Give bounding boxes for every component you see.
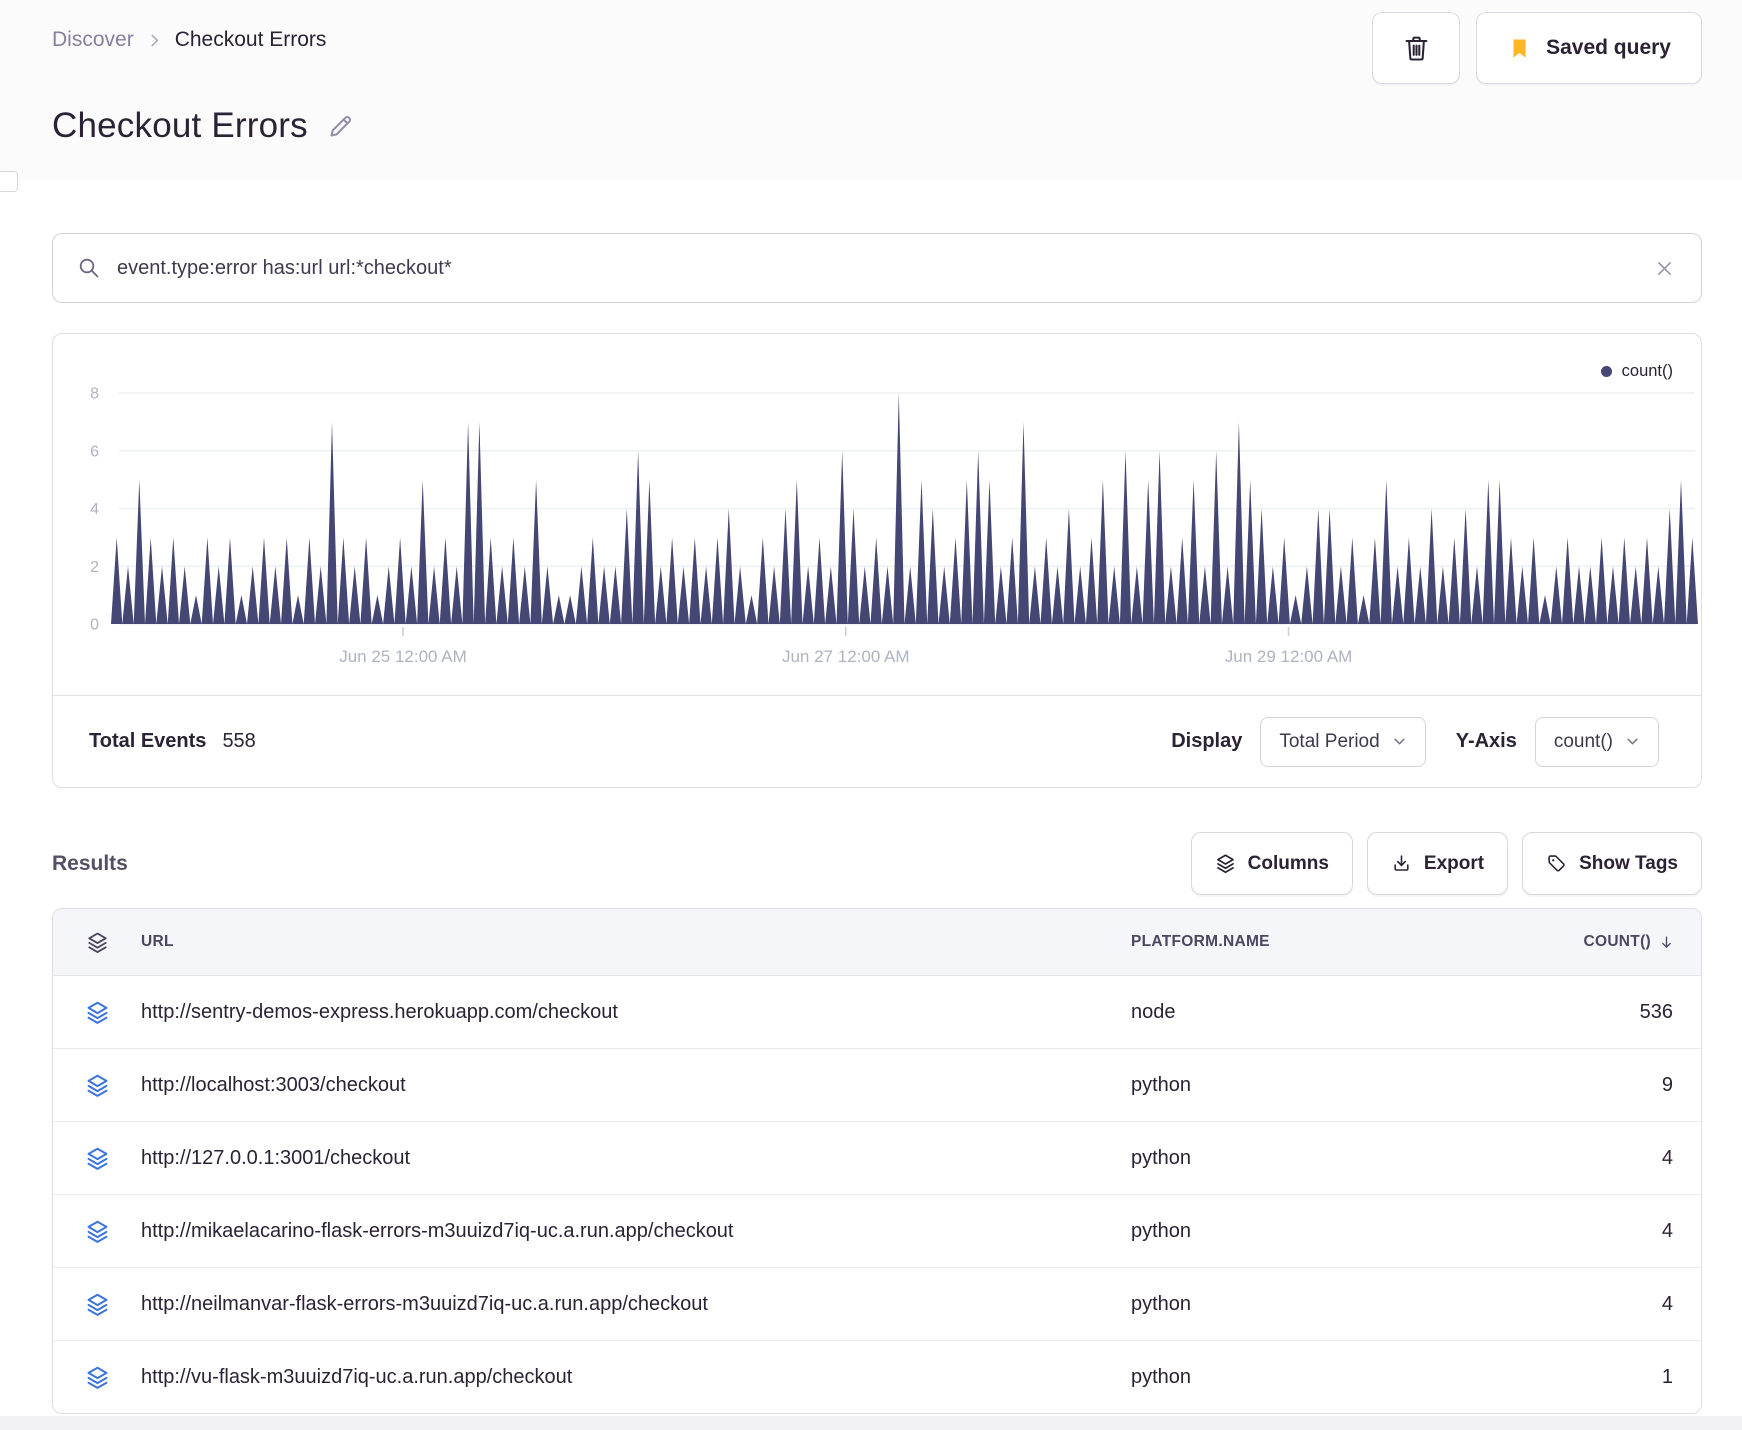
row-url[interactable]: http://localhost:3003/checkout [141, 1073, 406, 1096]
chart-controls: Display Total Period Y-Axis count() [1171, 716, 1671, 767]
show-tags-button[interactable]: Show Tags [1522, 832, 1702, 895]
column-header-platform[interactable]: PLATFORM.NAME [1131, 933, 1270, 950]
page-header: Discover Checkout Errors Saved query Che… [0, 0, 1742, 180]
y-axis-label: Y-Axis [1455, 730, 1517, 752]
saved-query-button[interactable]: Saved query [1476, 12, 1702, 84]
svg-text:4: 4 [90, 501, 99, 518]
row-url[interactable]: http://mikaelacarino-flask-errors-m3uuiz… [141, 1219, 734, 1242]
total-events-value: 558 [222, 730, 256, 752]
display-select-value: Total Period [1279, 730, 1380, 752]
bookmark-icon [1507, 36, 1532, 61]
search-bar: event.type:error has:url url:*checkout* [52, 233, 1702, 303]
chevron-right-icon [146, 32, 163, 49]
row-count[interactable]: 1 [1661, 1365, 1673, 1388]
columns-button[interactable]: Columns [1190, 832, 1353, 895]
row-url[interactable]: http://neilmanvar-flask-errors-m3uuizd7i… [141, 1292, 708, 1315]
y-axis-select-value: count() [1553, 730, 1613, 752]
column-header-count-label: COUNT() [1583, 933, 1651, 950]
row-platform[interactable]: python [1131, 1073, 1192, 1096]
header-actions: Saved query [1372, 12, 1702, 84]
breadcrumb-discover-link[interactable]: Discover [52, 28, 134, 51]
show-tags-button-label: Show Tags [1579, 852, 1678, 874]
y-axis-select[interactable]: count() [1534, 716, 1659, 767]
breadcrumb-current: Checkout Errors [174, 28, 327, 51]
export-button-label: Export [1423, 852, 1485, 874]
table-row: http://localhost:3003/checkout python 9 [53, 1049, 1701, 1122]
svg-text:Jun 29 12:00 AM: Jun 29 12:00 AM [1225, 647, 1353, 666]
stack-icon [53, 931, 141, 954]
export-button[interactable]: Export [1366, 832, 1509, 895]
chart-card: count() 0 2 4 6 8 Jun 25 12:00 AM Jun 27 12:00… [52, 333, 1702, 788]
table-row: http://mikaelacarino-flask-errors-m3uuiz… [53, 1195, 1701, 1268]
chevron-down-icon [1392, 734, 1407, 749]
total-events: Total Events 558 [89, 730, 256, 753]
row-platform[interactable]: python [1131, 1219, 1192, 1242]
trash-icon [1402, 34, 1431, 63]
row-count[interactable]: 4 [1661, 1292, 1673, 1315]
results-heading: Results [52, 851, 128, 875]
events-over-time-chart[interactable]: 0 2 4 6 8 Jun 25 12:00 AM Jun 27 12:00 AM Jun 2… [53, 334, 1701, 695]
chart-footer: Total Events 558 Display Total Period Y-… [53, 695, 1701, 787]
row-count[interactable]: 9 [1661, 1073, 1673, 1096]
row-url[interactable]: http://127.0.0.1:3001/checkout [141, 1146, 411, 1169]
row-url[interactable]: http://sentry-demos-express.herokuapp.co… [141, 1000, 618, 1023]
display-label: Display [1171, 730, 1243, 752]
search-icon [77, 256, 101, 280]
table-row: http://127.0.0.1:3001/checkout python 4 [53, 1122, 1701, 1195]
stack-icon [1215, 853, 1236, 874]
table-header-row: URL PLATFORM.NAME COUNT() [53, 909, 1701, 976]
svg-text:0: 0 [90, 617, 99, 634]
display-select[interactable]: Total Period [1260, 716, 1426, 767]
svg-text:8: 8 [90, 386, 99, 403]
row-url[interactable]: http://vu-flask-m3uuizd7iq-uc.a.run.app/… [141, 1365, 573, 1388]
table-row: http://vu-flask-m3uuizd7iq-uc.a.run.app/… [53, 1341, 1701, 1413]
row-platform[interactable]: python [1131, 1146, 1192, 1169]
svg-text:Jun 27 12:00 AM: Jun 27 12:00 AM [782, 647, 910, 666]
sort-desc-arrow-icon [1658, 934, 1675, 951]
results-actions: Columns Export Show Tags [1190, 832, 1702, 895]
breadcrumb: Discover Checkout Errors [52, 28, 326, 52]
row-count[interactable]: 4 [1661, 1219, 1673, 1242]
download-icon [1391, 853, 1412, 874]
open-group-stack-icon[interactable] [53, 1365, 141, 1390]
page-bottom-strip [0, 1416, 1742, 1430]
legend-dot [1600, 366, 1612, 377]
columns-button-label: Columns [1247, 852, 1329, 874]
row-count[interactable]: 536 [1639, 1000, 1673, 1023]
table-row: http://sentry-demos-express.herokuapp.co… [53, 976, 1701, 1049]
svg-text:Jun 25 12:00 AM: Jun 25 12:00 AM [339, 647, 467, 666]
column-header-url[interactable]: URL [141, 933, 174, 950]
page-title: Checkout Errors [52, 106, 308, 145]
chevron-down-icon [1625, 734, 1640, 749]
table-body: http://sentry-demos-express.herokuapp.co… [53, 976, 1701, 1413]
legend-label: count() [1621, 362, 1673, 380]
total-events-label: Total Events [89, 730, 207, 752]
open-group-stack-icon[interactable] [53, 1292, 141, 1317]
edit-title-icon[interactable] [326, 112, 355, 141]
main-content: event.type:error has:url url:*checkout* … [0, 180, 1742, 1414]
results-section: Results Columns Export Show Tags [52, 832, 1702, 1414]
table-row: http://neilmanvar-flask-errors-m3uuizd7i… [53, 1268, 1701, 1341]
row-platform[interactable]: python [1131, 1365, 1192, 1388]
panel-collapse-handle[interactable] [0, 171, 18, 192]
row-count[interactable]: 4 [1661, 1146, 1673, 1169]
row-platform[interactable]: node [1131, 1000, 1176, 1023]
svg-text:2: 2 [90, 559, 99, 576]
row-platform[interactable]: python [1131, 1292, 1192, 1315]
saved-query-label: Saved query [1546, 36, 1671, 59]
open-group-stack-icon[interactable] [53, 1146, 141, 1171]
results-table: URL PLATFORM.NAME COUNT() http://sentry-… [52, 908, 1702, 1414]
tag-icon [1546, 853, 1567, 874]
delete-query-button[interactable] [1372, 12, 1461, 84]
clear-search-icon[interactable] [1654, 258, 1675, 279]
open-group-stack-icon[interactable] [53, 1000, 141, 1025]
open-group-stack-icon[interactable] [53, 1073, 141, 1098]
column-header-count[interactable]: COUNT() [1501, 933, 1701, 951]
chart-legend[interactable]: count() [1600, 362, 1673, 381]
open-group-stack-icon[interactable] [53, 1219, 141, 1244]
search-input[interactable]: event.type:error has:url url:*checkout* [117, 256, 452, 279]
svg-text:6: 6 [90, 443, 99, 460]
